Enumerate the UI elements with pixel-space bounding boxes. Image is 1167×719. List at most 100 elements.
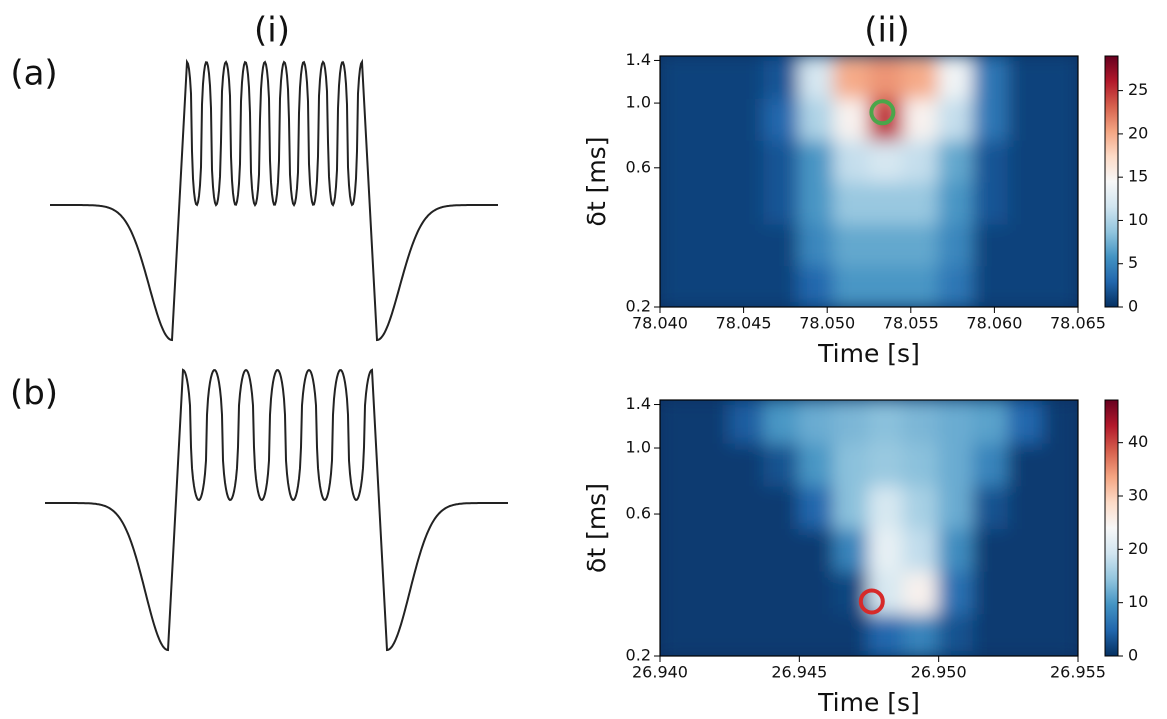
heatmap-cell [693,400,731,444]
heatmap-cell [868,56,905,99]
colorbar-tick-label: 0 [1128,297,1138,316]
heatmap-cell [937,264,975,307]
row-label: (a) [10,54,57,94]
heatmap-cell [868,222,905,267]
heatmap-cell [972,527,1010,572]
plot-frame [659,55,1079,308]
x-tick-label: 26.950 [911,663,967,682]
heatmap-cell [1007,138,1045,183]
heatmap-cell [1007,441,1045,487]
heatmap-cell [1007,264,1045,307]
y-tick-label: 0.6 [626,157,651,176]
heatmap-cell [868,400,905,444]
heatmap-cell [763,400,801,444]
heatmap-cell [1042,180,1078,225]
colorbar-tick-label: 20 [1128,539,1148,558]
highlight-marker [858,588,885,615]
heatmap-cell [693,612,731,656]
heatmap-cell [798,180,836,225]
y-axis-label: δt [ms] [582,483,611,573]
heatmap-cell [660,441,696,487]
heatmap-cell [833,400,870,444]
colorbar-tick-label: 40 [1128,432,1148,451]
y-tick-label: 0.2 [626,297,651,316]
heatmap-cell [1042,138,1078,183]
heatmap-cell [902,56,940,99]
heatmap-cell [693,264,731,307]
heatmap-cell [937,527,975,572]
heatmap-cell [972,612,1010,656]
heatmap-cells [660,56,1078,307]
heatmap-cell [728,56,766,99]
colorbar-tick-label: 0 [1128,646,1138,665]
heatmap-cell [972,222,1010,267]
x-tick-label: 78.045 [716,314,772,333]
heatmap-cell [868,612,905,656]
heatmap-cell [798,222,836,267]
y-tick-label: 1.4 [626,394,651,413]
heatmap-cell [1042,484,1078,529]
heatmap-cell [1007,400,1045,444]
heatmap-cell [902,441,940,487]
heatmap-cell [1042,56,1078,99]
heatmap-cell [1042,612,1078,656]
colorbar-tick-label: 20 [1128,123,1148,142]
heatmap-cell [833,484,870,529]
heatmap-cell [937,180,975,225]
colorbar-tick-label: 25 [1128,80,1148,99]
heatmap-cell [1042,400,1078,444]
heatmap-cell [868,180,905,225]
heatmap-cell [902,400,940,444]
heatmap-cell [693,222,731,267]
heatmap-cell [1042,264,1078,307]
x-tick-label: 78.065 [1050,314,1106,333]
heatmap-cell [1042,569,1078,615]
heatmap-cell [1007,56,1045,99]
heatmap-cell [868,527,905,572]
heatmap-cell [660,569,696,615]
heatmap-cell [902,96,940,141]
heatmap-cell [798,96,836,141]
heatmap-cell [972,400,1010,444]
heatmap-cell [1042,222,1078,267]
y-tick-label: 1.4 [626,50,651,69]
heatmap-cell [728,527,766,572]
heatmap-cell [763,264,801,307]
heatmap-cell [728,569,766,615]
heatmap-cell [763,180,801,225]
heatmap-cell [693,180,731,225]
heatmap-cell [660,400,696,444]
heatmap-cell [1007,569,1045,615]
heatmap-cell [693,527,731,572]
heatmap-cell [833,96,870,141]
heatmap-cell [1007,222,1045,267]
heatmap-cell [728,264,766,307]
column-label: (i) [254,11,290,51]
heatmap-cell [937,441,975,487]
x-tick-label: 78.050 [799,314,855,333]
colorbar-tick-label: 15 [1128,167,1148,186]
heatmap-cell [763,138,801,183]
heatmap-cell [937,400,975,444]
colorbar [1104,55,1119,308]
heatmap-cell [868,441,905,487]
heatmap-cell [1042,441,1078,487]
heatmap-cell [693,484,731,529]
heatmap-cell [763,222,801,267]
heatmap [660,56,1078,307]
heatmap-cell [763,527,801,572]
heatmap-cell [728,138,766,183]
x-tick-label: 78.055 [883,314,939,333]
heatmap-cell [693,56,731,99]
heatmap-cell [937,612,975,656]
column-label: (ii) [864,11,909,51]
heatmap-cell [798,612,836,656]
heatmap-cell [798,138,836,183]
heatmap-cell [902,180,940,225]
heatmap-cell [763,569,801,615]
heatmap-cell [833,441,870,487]
heatmap-cell [937,96,975,141]
heatmap-cell [1007,180,1045,225]
heatmap-cell [660,180,696,225]
waveform [45,368,508,652]
